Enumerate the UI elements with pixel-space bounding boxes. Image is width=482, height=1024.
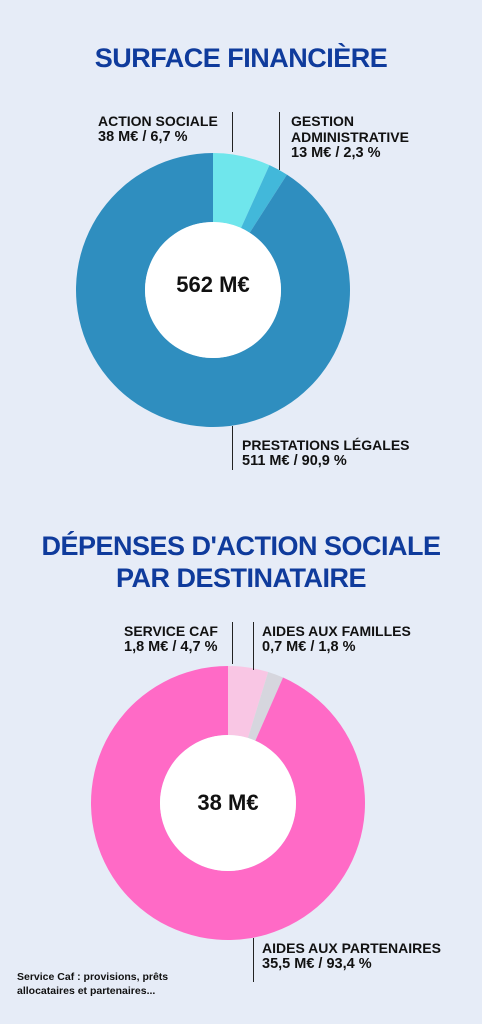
label-service-caf: SERVICE CAF 1,8 M€ / 4,7 % [124,623,218,655]
chart-1-center-label: 562 M€ [176,272,250,297]
label-action-sociale: ACTION SOCIALE 38 M€ / 6,7 % [98,113,218,145]
label-gestion-line-2: ADMINISTRATIVE [291,129,409,145]
chart-2-title: DÉPENSES D'ACTION SOCIALE PAR DESTINATAI… [0,530,482,594]
label-prestations-name: PRESTATIONS LÉGALES [242,437,410,453]
label-gestion-line-1: GESTION [291,113,355,129]
label-aides-partenaires: AIDES AUX PARTENAIRES 35,5 M€ / 93,4 % [262,940,441,972]
label-gestion-administrative: GESTION ADMINISTRATIVE 13 M€ / 2,3 % [291,113,409,161]
footnote: Service Caf : provisions, prêts allocata… [17,970,217,998]
chart-2-donut-hole [160,735,296,871]
footnote-line-2: allocataires et partenaires... [17,985,156,997]
chart-1-slice-action-sociale [213,153,270,229]
leader-line-prestations-legales [232,426,233,470]
chart-1-donut-hole [145,222,281,358]
leader-line-gestion-administrative [279,112,280,170]
chart-1-slice-gestion-administrative [241,165,287,233]
label-service-caf-value: 1,8 M€ / 4,7 % [124,639,218,655]
chart-2-slice-service-caf [228,666,269,738]
leader-line-aides-familles [253,622,254,670]
label-prestations-value: 511 M€ / 90,9 % [242,453,347,469]
label-action-sociale-name: ACTION SOCIALE [98,113,218,129]
label-aides-partenaires-value: 35,5 M€ / 93,4 % [262,956,372,972]
label-aides-familles-name: AIDES AUX FAMILLES [262,623,411,639]
chart-2-title-line-1: DÉPENSES D'ACTION SOCIALE [41,531,441,561]
chart-1-slice-prestations-l-gales [75,153,350,428]
footnote-line-1: Service Caf : provisions, prêts [17,971,169,983]
label-service-caf-name: SERVICE CAF [124,623,218,639]
chart-2-slice-aides-aux-partenaires [91,666,366,941]
label-aides-familles: AIDES AUX FAMILLES 0,7 M€ / 1,8 % [262,623,411,655]
label-gestion-value: 13 M€ / 2,3 % [291,145,381,161]
leader-line-aides-partenaires [253,938,254,982]
chart-2-center-label: 38 M€ [197,790,259,815]
leader-line-service-caf [232,622,233,664]
chart-2-title-line-2: PAR DESTINATAIRE [115,563,367,593]
label-aides-partenaires-name: AIDES AUX PARTENAIRES [262,940,441,956]
label-action-sociale-value: 38 M€ / 6,7 % [98,129,188,145]
leader-line-action-sociale [232,112,233,152]
chart-2-slice-aides-aux-familles [247,672,284,741]
label-prestations-legales: PRESTATIONS LÉGALES 511 M€ / 90,9 % [242,437,410,469]
label-aides-familles-value: 0,7 M€ / 1,8 % [262,639,356,655]
chart-1-title: SURFACE FINANCIÈRE [94,43,388,73]
